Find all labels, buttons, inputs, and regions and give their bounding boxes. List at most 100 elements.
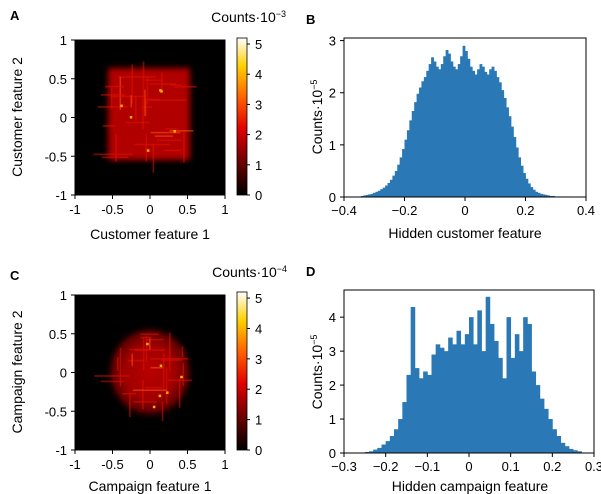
colorbar-tick-label: 5 — [255, 291, 262, 306]
heatmap-hotspot — [159, 364, 163, 368]
heatmap-streak — [133, 401, 157, 403]
histogram-bar — [489, 323, 495, 453]
histogram-bar — [394, 429, 399, 453]
histogram-bar — [428, 64, 432, 197]
histogram-bar — [365, 194, 369, 197]
histogram-bar — [467, 58, 471, 197]
colorbar-tick-label: 1 — [255, 413, 262, 428]
colorbar-tick-label: 3 — [255, 97, 262, 112]
histogram-bar — [439, 347, 445, 453]
panel-a: -1 -0.5 0 0.5 1 1 0.5 0 -0.5 -1 Customer feature … — [9, 9, 286, 242]
histogram-bar — [443, 56, 447, 197]
panel-label-d: D — [306, 264, 315, 279]
histogram-bar — [452, 344, 457, 453]
panel-c: -1 -0.5 0 0.5 1 1 0.5 0 -0.5 -1 Campaign feature … — [9, 264, 287, 494]
histogram-bar — [481, 351, 487, 453]
y-tick-label: -0.5 — [45, 404, 67, 419]
histogram-bar — [472, 70, 476, 197]
heatmap-streak — [116, 357, 119, 371]
histogram-bar — [411, 110, 415, 197]
heatmap-streak — [145, 133, 148, 162]
histogram-bar — [363, 195, 367, 197]
histogram-bar — [465, 51, 468, 197]
histogram-bar — [479, 64, 483, 197]
histogram-bar — [564, 446, 570, 453]
heatmap-streak — [144, 386, 164, 389]
histogram-bar — [520, 165, 524, 197]
y-tick-label: 0 — [60, 111, 67, 126]
histogram-bar — [540, 193, 543, 197]
histogram-bar — [552, 195, 555, 197]
histogram-d-bars — [364, 296, 582, 453]
heatmap-streak — [119, 347, 122, 387]
histogram-bar — [464, 334, 470, 453]
histogram-bar — [387, 182, 391, 197]
heatmap-hotspot — [180, 375, 183, 379]
x-tick-label: 0.4 — [577, 203, 595, 218]
histogram-bar — [460, 56, 463, 197]
histogram-bar — [515, 147, 519, 197]
histogram-bar — [523, 173, 526, 197]
x-tick-label: −0.3 — [331, 459, 357, 474]
heatmap-streak — [142, 61, 145, 99]
histogram-bar — [530, 187, 534, 197]
heatmap-streak — [131, 353, 134, 367]
histogram-bar — [481, 66, 485, 197]
heatmap-streak — [101, 156, 129, 159]
x-tick-label: 0.2 — [516, 203, 534, 218]
panel-d: −0.3 −0.2 −0.1 0 0.1 0.2 0.3 0 1 2 3 4 Hidden campa… — [309, 289, 601, 494]
heatmap-streak — [118, 76, 156, 78]
histogram-bar — [382, 187, 386, 197]
histogram-bar — [506, 107, 509, 197]
x-tick-label: 0 — [146, 457, 153, 472]
histogram-bar — [537, 192, 541, 197]
heatmap-streak — [104, 85, 125, 88]
histogram-bar — [455, 69, 459, 197]
histogram-bar — [560, 442, 566, 453]
histogram-bar — [399, 157, 403, 197]
heatmap-streak — [165, 367, 168, 404]
histogram-bar — [421, 81, 425, 197]
x-tick-label: -0.5 — [101, 457, 123, 472]
heatmap-hotspot — [166, 391, 169, 394]
heatmap-hotspot — [173, 129, 176, 133]
histogram-bar — [532, 189, 536, 197]
y-tick-label: -1 — [55, 443, 67, 458]
heatmap-streak — [131, 64, 134, 105]
x-tick-label: 0.3 — [585, 459, 601, 474]
histogram-bar — [435, 344, 441, 453]
heatmap-c-streaks — [94, 332, 192, 422]
histogram-bar — [544, 194, 548, 197]
histogram-bar — [486, 74, 490, 197]
histogram-bar — [552, 429, 557, 453]
histogram-bar — [394, 170, 398, 197]
heatmap-streak — [126, 121, 150, 124]
histogram-bar — [510, 126, 514, 197]
histogram-bar — [377, 190, 381, 197]
histogram-bar — [389, 179, 393, 197]
heatmap-streak — [174, 86, 197, 88]
histogram-bar — [409, 120, 413, 197]
histogram-bar — [398, 419, 403, 453]
histogram-bar — [462, 45, 466, 197]
x-tick-label: 1 — [221, 202, 228, 217]
x-tick-label: 0.1 — [502, 459, 520, 474]
heatmap-streak — [154, 135, 173, 137]
histogram-bar — [496, 77, 500, 197]
histogram-bar — [435, 66, 439, 197]
histogram-bar — [368, 194, 372, 197]
panel-b: −0.4 −0.2 0 0.2 0.4 0 1 2 3 Hidden customer feat… — [309, 34, 595, 241]
histogram-bar — [518, 157, 522, 197]
heatmap-streak — [168, 332, 171, 372]
heatmap-streak — [129, 392, 131, 418]
heatmap-streak — [146, 76, 149, 105]
panel-label-c: C — [10, 268, 20, 283]
y-tick-label: 1 — [60, 288, 67, 303]
y-tick-label: 2 — [329, 378, 336, 393]
heatmap-streak — [115, 134, 117, 162]
histogram-bar — [360, 195, 364, 197]
colorbar-tick-label: 2 — [255, 128, 262, 143]
heatmap-streak — [167, 379, 192, 382]
histogram-bar — [519, 351, 524, 453]
